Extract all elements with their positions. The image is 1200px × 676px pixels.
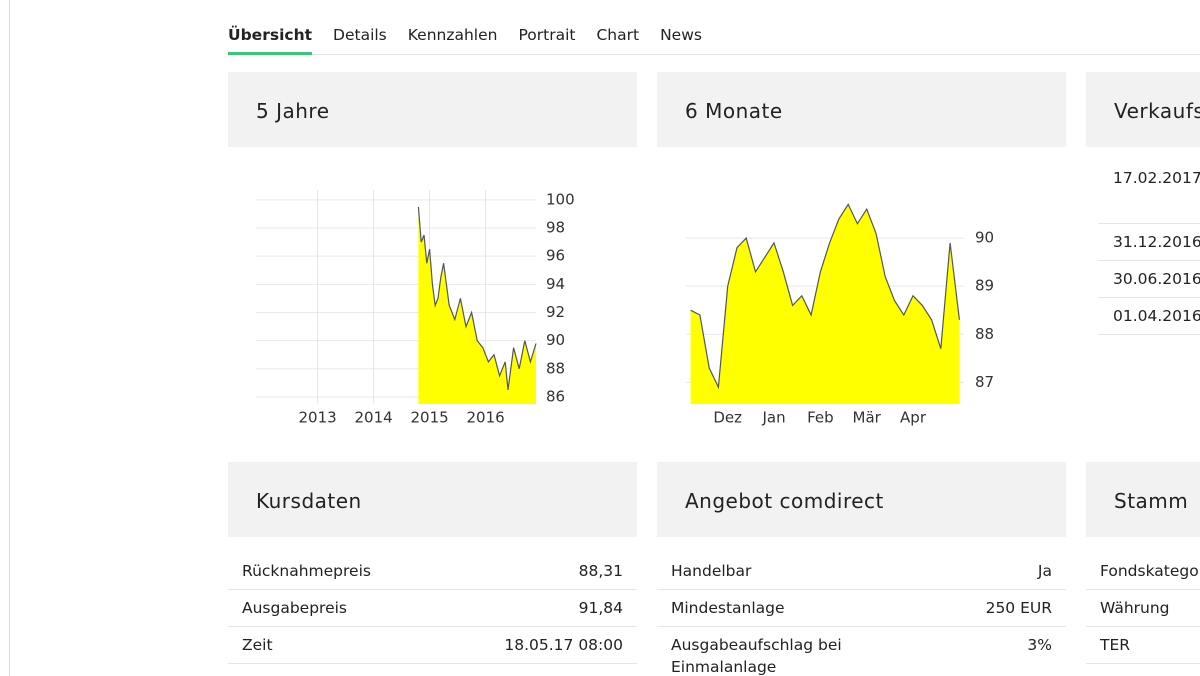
- panel-sales: Verkaufs 17.02.2017 31.12.2016 30.06.2016 0…: [1086, 72, 1200, 432]
- y-tick-label: 89: [975, 277, 994, 295]
- row-label: Fondskategor: [1100, 562, 1200, 580]
- y-tick-label: 90: [546, 331, 565, 349]
- y-tick-label: 94: [546, 275, 565, 293]
- x-tick-label: 2015: [411, 409, 449, 427]
- x-tick-label: Feb: [807, 409, 834, 427]
- row-label: Handelbar: [671, 562, 752, 580]
- table-row: Ausgabepreis 91,84: [228, 590, 637, 627]
- panel-5y: 5 Jahre: [228, 72, 637, 432]
- table-row: Ausgabeaufschlag bei Einmalanlage 3%: [657, 627, 1066, 676]
- sale-date: 17.02.2017: [1113, 169, 1200, 187]
- panel-6m: 6 Monate: [657, 72, 1066, 432]
- panel-title: Angebot comdirect: [657, 462, 1066, 537]
- panel-title: 5 Jahre: [228, 72, 637, 147]
- price-line: [417, 206, 537, 390]
- table-row: Handelbar Ja: [657, 553, 1066, 590]
- area-fill: [418, 206, 536, 404]
- tab[interactable]: Portrait: [518, 26, 576, 44]
- tab[interactable]: Übersicht: [228, 22, 313, 55]
- tab[interactable]: Details: [333, 26, 387, 44]
- row-value: 250 EUR: [985, 599, 1052, 617]
- table-row: Währung: [1086, 590, 1200, 627]
- tab[interactable]: Kennzahlen: [407, 26, 498, 44]
- sale-date: 30.06.2016: [1113, 270, 1200, 288]
- x-tick-label: 2013: [299, 409, 337, 427]
- area-fill: [690, 204, 960, 404]
- row-value: 18.05.17 08:00: [504, 636, 623, 654]
- y-tick-label: 87: [975, 373, 994, 391]
- table-row: 31.12.2016: [1098, 224, 1200, 261]
- row-value: 91,84: [578, 599, 623, 617]
- row-label: Ausgabepreis: [242, 599, 348, 617]
- sale-date: 31.12.2016: [1113, 233, 1200, 251]
- window-edge: [9, 0, 10, 676]
- table: Rücknahmepreis 88,31 Ausgabepreis 91,84 Zeit…: [228, 553, 637, 664]
- sales-list: 17.02.2017 31.12.2016 30.06.2016 01.04.2016: [1098, 147, 1200, 335]
- y-tick-label: 96: [546, 247, 565, 265]
- panel-title: Verkaufs: [1086, 72, 1200, 147]
- panel-kursdaten: Kursdaten Rücknahmepreis 88,31 Ausgabeprei…: [228, 462, 637, 676]
- panel-stamm: Stamm Fondskategor Währung TER: [1086, 462, 1200, 676]
- row-label: Währung: [1100, 599, 1170, 617]
- table-row: 17.02.2017: [1098, 147, 1200, 224]
- sale-date: 01.04.2016: [1113, 307, 1200, 325]
- table-row: 30.06.2016: [1098, 261, 1200, 298]
- row-label: TER: [1100, 636, 1131, 654]
- table-row: Fondskategor: [1086, 553, 1200, 590]
- row-value: Ja: [1037, 562, 1052, 580]
- table-row: 01.04.2016: [1098, 298, 1200, 335]
- row-label: Zeit: [242, 636, 273, 654]
- table: Handelbar Ja Mindestanlage 250 EUR Ausgabeau…: [657, 553, 1066, 676]
- y-tick-label: 92: [546, 303, 565, 321]
- tab[interactable]: Chart: [596, 26, 640, 44]
- table-row: TER: [1086, 627, 1200, 664]
- x-tick-label: Apr: [900, 409, 927, 427]
- tab-bar: Übersicht Details Kennzahlen Portrait Chart N…: [228, 22, 1200, 55]
- table-row: Rücknahmepreis 88,31: [228, 553, 637, 590]
- table: Fondskategor Währung TER: [1086, 553, 1200, 664]
- x-tick-label: 2016: [467, 409, 505, 427]
- table-row: Zeit 18.05.17 08:00: [228, 627, 637, 664]
- row-label: Mindestanlage: [671, 599, 785, 617]
- x-tick-label: Dez: [713, 409, 742, 427]
- row-label: Ausgabeaufschlag bei Einmalanlage: [671, 636, 842, 676]
- x-tick-label: 2014: [355, 409, 393, 427]
- y-tick-label: 88: [975, 325, 994, 343]
- price-line: [690, 203, 960, 390]
- y-tick-label: 88: [546, 359, 565, 377]
- panel-angebot: Angebot comdirect Handelbar Ja Mindestanla…: [657, 462, 1066, 676]
- y-tick-label: 90: [975, 229, 994, 247]
- row-label: Rücknahmepreis: [242, 562, 371, 580]
- row-value: 88,31: [578, 562, 623, 580]
- y-tick-label: 100: [546, 190, 575, 208]
- tab[interactable]: News: [660, 26, 702, 44]
- panel-title: Kursdaten: [228, 462, 637, 537]
- x-tick-label: Jan: [761, 409, 785, 427]
- x-tick-label: Mär: [853, 409, 882, 427]
- panel-title: 6 Monate: [657, 72, 1066, 147]
- panel-title: Stamm: [1086, 462, 1200, 537]
- y-tick-label: 98: [546, 219, 565, 237]
- table-row: Mindestanlage 250 EUR: [657, 590, 1066, 627]
- row-value: 3%: [1027, 636, 1052, 654]
- y-tick-label: 86: [546, 387, 565, 405]
